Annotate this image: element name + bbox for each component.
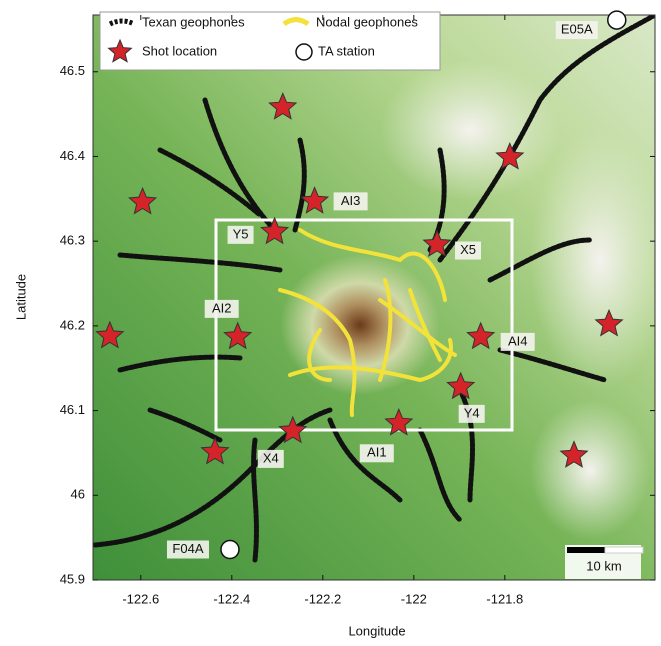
x-axis-label: Longitude (348, 623, 405, 638)
y-tick-label: 45.9 (60, 571, 85, 586)
y-tick-label: 46.3 (60, 233, 85, 248)
y-tick-label: 46.5 (60, 63, 85, 78)
shot-label: Y4 (464, 405, 480, 420)
scale-bar-black (567, 547, 605, 553)
x-tick-label: -122 (401, 591, 427, 606)
legend-label: TA station (318, 43, 375, 58)
scale-bar-white (605, 547, 643, 553)
y-tick-label: 46 (71, 487, 85, 502)
shot-label: AI3 (341, 193, 361, 208)
x-tick-label: -121.8 (486, 591, 523, 606)
x-tick-label: -122.2 (304, 591, 341, 606)
station-label: F04A (172, 541, 203, 556)
x-tick-label: -122.4 (213, 591, 250, 606)
shot-label: AI1 (367, 445, 387, 460)
scale-bar-label: 10 km (586, 558, 621, 573)
ta-station (221, 541, 239, 559)
y-tick-label: 46.4 (60, 148, 85, 163)
legend-label: Nodal geophones (316, 14, 418, 29)
shot-label: X5 (460, 242, 476, 257)
y-tick-label: 46.1 (60, 402, 85, 417)
terrain (93, 15, 661, 580)
legend: Texan geophones Nodal geophones Shot loc… (100, 12, 440, 70)
station-label: E05A (561, 22, 593, 37)
y-axis-label: Latitude (13, 274, 28, 320)
shot-label: AI4 (508, 333, 528, 348)
ta-station (608, 11, 626, 29)
legend-circle (296, 44, 312, 60)
shot-label: Y5 (233, 226, 249, 241)
shot-label: X4 (263, 450, 279, 465)
legend-label: Shot location (142, 43, 217, 58)
map-figure: Texan geophones Nodal geophones Shot loc… (0, 0, 661, 641)
y-tick-label: 46.2 (60, 317, 85, 332)
shot-label: AI2 (212, 300, 232, 315)
scale-bar: 10 km (565, 545, 643, 579)
legend-label: Texan geophones (142, 14, 245, 29)
x-tick-label: -122.6 (122, 591, 159, 606)
